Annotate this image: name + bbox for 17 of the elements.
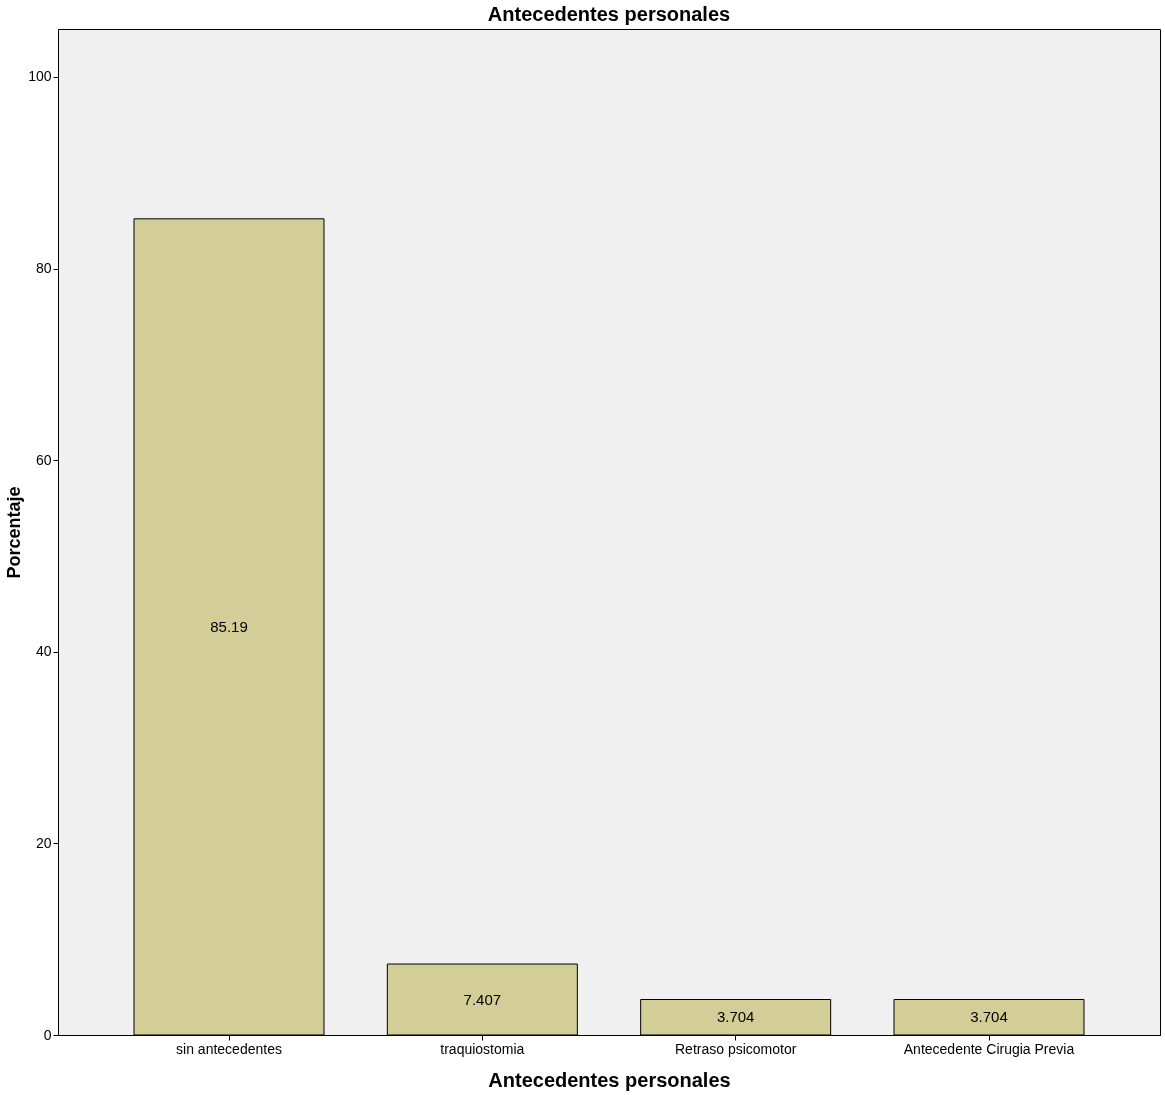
y-tick-label: 0: [43, 1026, 52, 1043]
x-tick-label: traquiostomia: [440, 1040, 525, 1057]
data-label: 3.704: [970, 1008, 1008, 1026]
y-tick-label: 80: [35, 260, 52, 277]
y-tick-label: 100: [28, 68, 52, 85]
x-tick-label: sin antecedentes: [176, 1040, 282, 1057]
y-tick-label: 20: [35, 834, 52, 851]
y-tick-label: 60: [35, 451, 52, 468]
data-label: 3.704: [716, 1008, 755, 1026]
x-axis-title: Antecedentes personales: [488, 1068, 731, 1091]
y-axis-title: Porcentaje: [4, 486, 25, 579]
data-label: 7.407: [463, 990, 502, 1008]
x-tick-label: Antecedente Cirugia Previa: [903, 1040, 1075, 1057]
y-tick-label: 40: [35, 643, 52, 660]
data-label: 85.19: [210, 617, 248, 635]
chart-title: Antecedentes personales: [487, 3, 731, 25]
x-tick-label: Retraso psicomotor: [674, 1040, 797, 1057]
